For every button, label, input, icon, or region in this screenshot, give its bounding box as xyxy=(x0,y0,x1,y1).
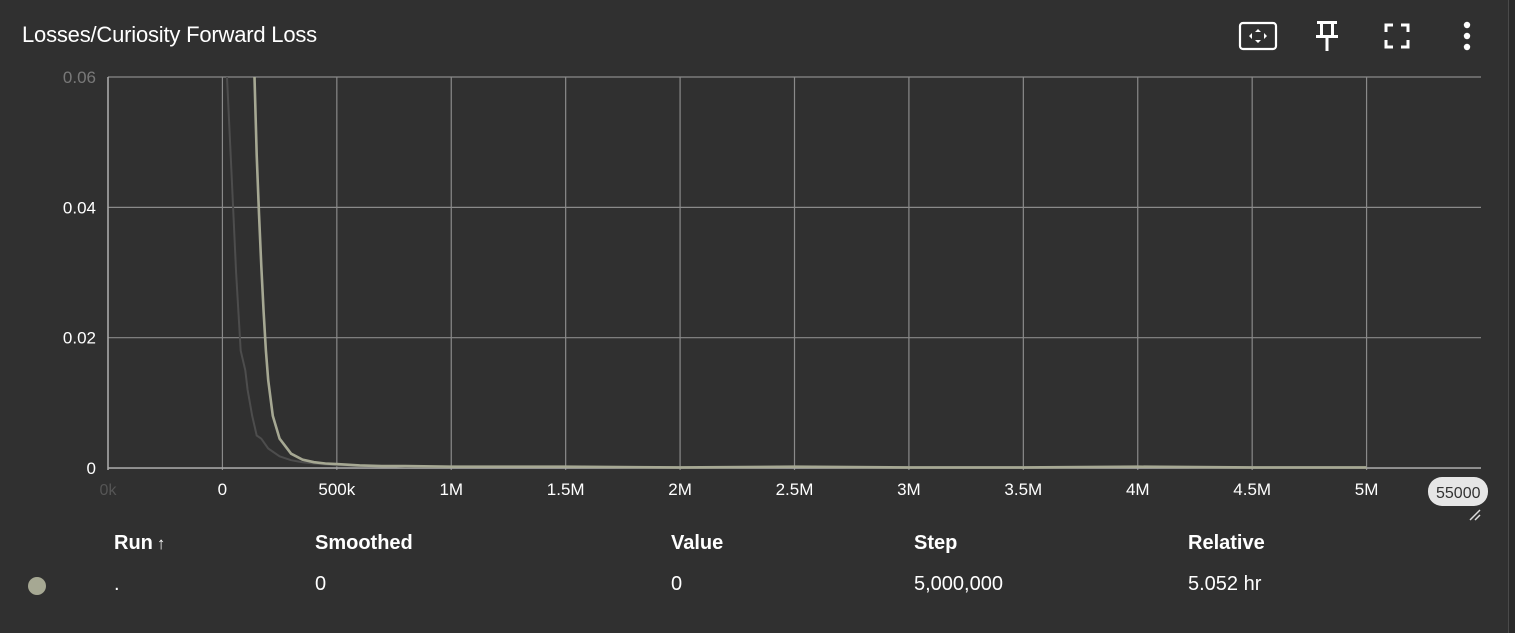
column-header-step[interactable]: Step xyxy=(914,532,958,554)
x-tick-label: 1M xyxy=(439,480,463,499)
x-tick-label: 0 xyxy=(218,480,227,499)
column-header-run[interactable]: Run ↑ xyxy=(114,532,165,555)
column-header-value[interactable]: Value xyxy=(671,532,724,554)
row-step: 5,000,000 xyxy=(914,573,1003,595)
row-value: 0 xyxy=(671,573,683,595)
x-tick-label: 4M xyxy=(1126,480,1150,499)
x-tick-label: 5M xyxy=(1355,480,1379,499)
fullscreen-button[interactable] xyxy=(1375,14,1419,58)
series-line-raw xyxy=(226,77,1367,469)
fullscreen-icon xyxy=(1384,23,1410,49)
pin-button[interactable] xyxy=(1305,14,1349,58)
row-run-name: . xyxy=(114,573,120,595)
series-line-smoothed xyxy=(253,77,1367,469)
resize-handle-icon xyxy=(1469,509,1481,521)
y-tick-label: 0.02 xyxy=(63,329,96,348)
card-title: Losses/Curiosity Forward Loss xyxy=(22,22,317,47)
run-color-dot xyxy=(28,577,46,595)
row-smoothed-value: 0 xyxy=(315,573,327,595)
fit-domain-icon xyxy=(1238,21,1278,51)
x-tick-label: 2.5M xyxy=(776,480,814,499)
y-tick-label: 0.06 xyxy=(63,68,96,87)
y-tick-label: 0.04 xyxy=(63,198,96,217)
x-end-label-pill xyxy=(1428,477,1488,506)
x-tick-label: 0k xyxy=(100,482,118,499)
run-header-label: Run xyxy=(114,532,153,554)
more-menu-button[interactable] xyxy=(1445,14,1489,58)
x-tick-label: 3M xyxy=(897,480,921,499)
x-tick-label: 1.5M xyxy=(547,480,585,499)
column-header-smoothed[interactable]: Smoothed xyxy=(315,532,413,554)
fit-domain-button[interactable] xyxy=(1236,14,1280,58)
y-tick-label: 0 xyxy=(87,459,96,478)
x-tick-label: 4.5M xyxy=(1233,480,1271,499)
x-end-label: 55000 xyxy=(1436,485,1481,502)
column-header-relative[interactable]: Relative xyxy=(1188,532,1265,554)
pin-icon xyxy=(1316,21,1338,51)
card-scrollbar[interactable] xyxy=(1508,0,1515,633)
x-tick-label: 500k xyxy=(318,480,355,499)
row-relative-time: 5.052 hr xyxy=(1188,573,1262,595)
more-vert-icon xyxy=(1463,21,1471,51)
x-tick-label: 3.5M xyxy=(1004,480,1042,499)
sort-arrow-icon: ↑ xyxy=(156,534,166,553)
x-tick-label: 2M xyxy=(668,480,692,499)
